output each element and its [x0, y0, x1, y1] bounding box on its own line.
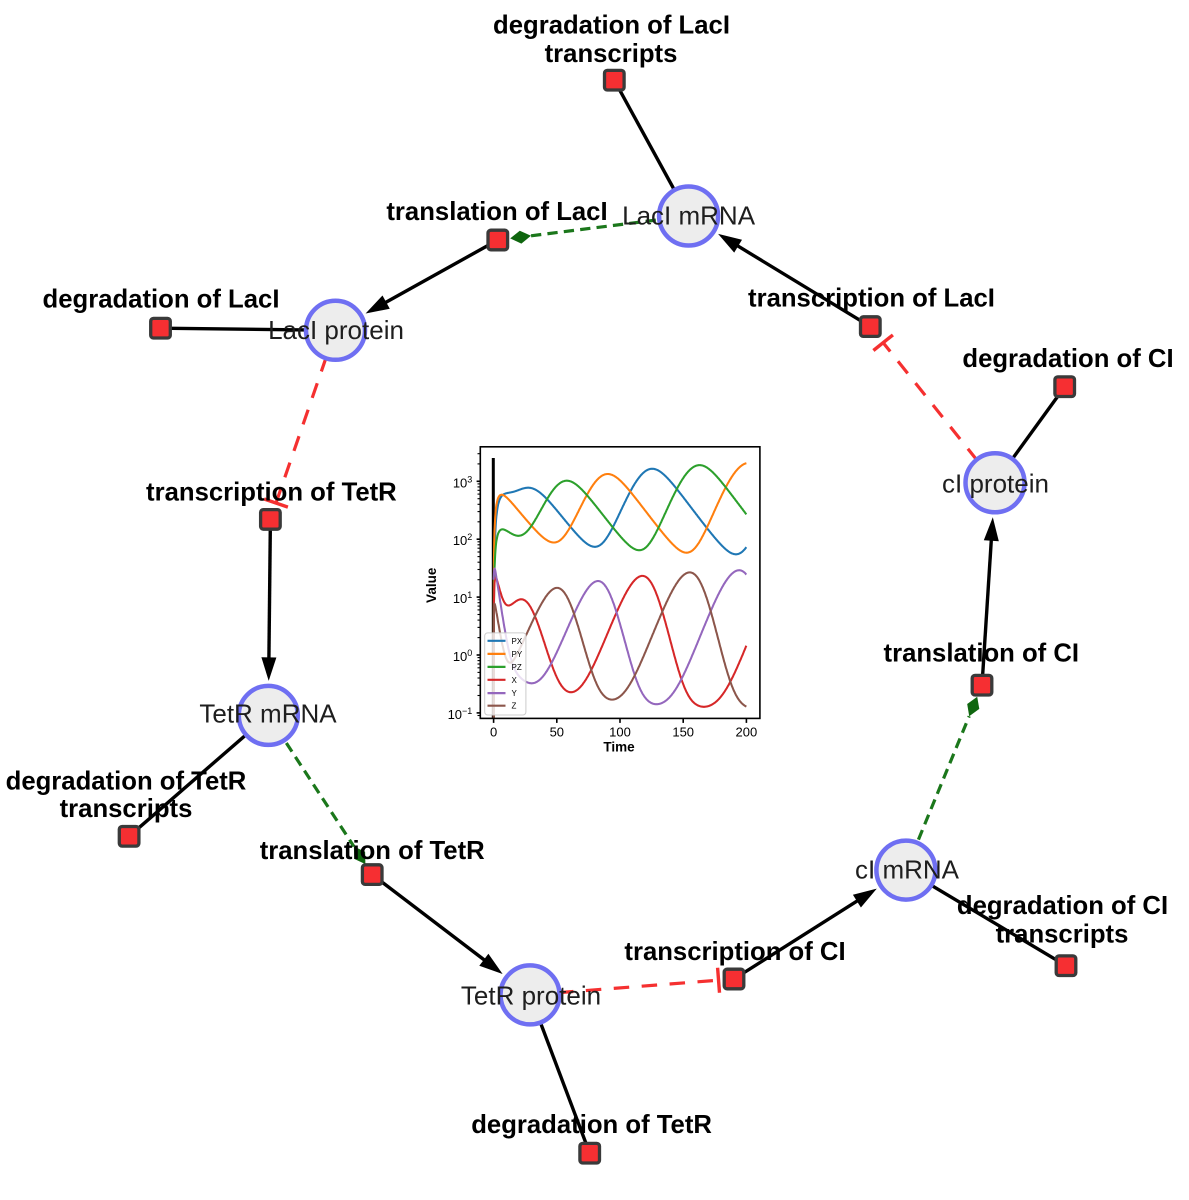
- svg-text:50: 50: [550, 724, 564, 739]
- svg-text:cI mRNA: cI mRNA: [855, 855, 960, 885]
- svg-text:100: 100: [453, 648, 472, 664]
- svg-text:TetR mRNA: TetR mRNA: [199, 698, 337, 728]
- svg-text:transcription of LacI: transcription of LacI: [748, 284, 995, 312]
- svg-text:transcripts: transcripts: [996, 920, 1129, 948]
- svg-text:100: 100: [609, 724, 631, 739]
- svg-text:degradation of TetR: degradation of TetR: [6, 767, 247, 795]
- svg-text:PY: PY: [512, 650, 523, 659]
- svg-text:LacI protein: LacI protein: [268, 315, 404, 345]
- svg-text:0: 0: [490, 724, 497, 739]
- svg-text:102: 102: [453, 532, 472, 548]
- svg-text:translation of TetR: translation of TetR: [260, 837, 485, 865]
- svg-text:degradation of CI: degradation of CI: [957, 892, 1168, 920]
- svg-text:translation of CI: translation of CI: [884, 639, 1080, 667]
- svg-text:transcripts: transcripts: [60, 795, 193, 823]
- svg-text:degradation of CI: degradation of CI: [962, 345, 1173, 373]
- svg-text:200: 200: [736, 724, 758, 739]
- svg-text:degradation of LacI: degradation of LacI: [43, 285, 280, 313]
- svg-text:cI protein: cI protein: [942, 469, 1049, 499]
- svg-text:X: X: [512, 676, 518, 685]
- svg-text:degradation of LacI: degradation of LacI: [493, 12, 730, 40]
- svg-text:transcription of TetR: transcription of TetR: [146, 479, 397, 507]
- svg-text:transcripts: transcripts: [545, 40, 678, 68]
- svg-text:Time: Time: [603, 740, 635, 755]
- svg-text:Value: Value: [424, 567, 439, 603]
- svg-text:translation of LacI: translation of LacI: [386, 198, 607, 226]
- svg-text:Y: Y: [512, 689, 518, 698]
- svg-text:10−1: 10−1: [448, 706, 473, 722]
- svg-text:PX: PX: [512, 637, 523, 646]
- svg-text:101: 101: [453, 590, 472, 606]
- svg-text:degradation of TetR: degradation of TetR: [471, 1111, 712, 1139]
- svg-text:PZ: PZ: [512, 663, 522, 672]
- svg-text:Z: Z: [512, 702, 517, 711]
- svg-text:transcription of CI: transcription of CI: [624, 938, 845, 966]
- svg-text:103: 103: [453, 474, 472, 490]
- svg-text:LacI mRNA: LacI mRNA: [622, 201, 756, 231]
- svg-text:TetR protein: TetR protein: [461, 980, 601, 1010]
- svg-text:150: 150: [672, 724, 694, 739]
